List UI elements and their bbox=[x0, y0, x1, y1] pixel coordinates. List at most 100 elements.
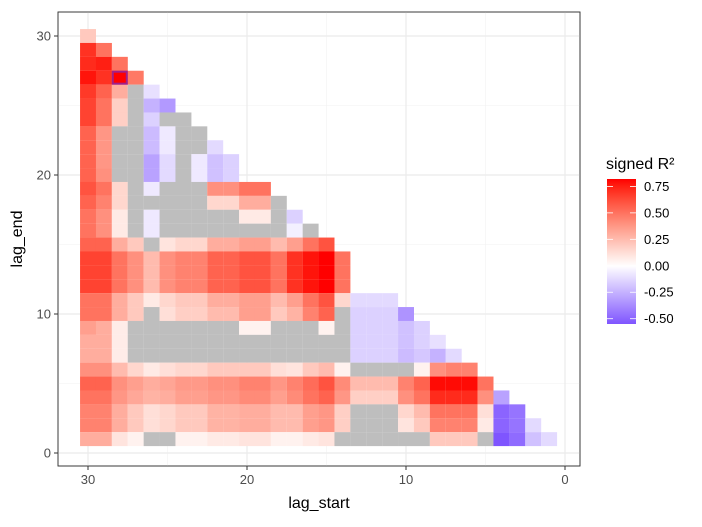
heatmap-tile bbox=[207, 223, 224, 238]
heatmap-tile bbox=[413, 362, 430, 377]
heatmap-tile bbox=[111, 140, 128, 155]
heatmap-tile bbox=[270, 251, 287, 266]
heatmap-tile bbox=[111, 432, 128, 447]
heatmap-tile bbox=[159, 168, 176, 182]
heatmap-tile bbox=[191, 432, 208, 447]
heatmap-tile bbox=[111, 112, 128, 127]
heatmap-tile bbox=[111, 168, 128, 182]
heatmap-tile bbox=[223, 390, 240, 405]
heatmap-tile bbox=[143, 126, 160, 141]
heatmap-tile bbox=[80, 140, 96, 155]
heatmap-tile bbox=[254, 181, 271, 196]
heatmap-tile bbox=[223, 307, 240, 321]
heatmap-tile bbox=[143, 307, 160, 321]
heatmap-tile bbox=[191, 348, 208, 363]
heatmap-tile bbox=[95, 140, 112, 155]
heatmap-tile bbox=[159, 376, 176, 391]
heatmap-tile bbox=[318, 376, 335, 391]
heatmap-tile bbox=[302, 376, 319, 391]
heatmap-tile bbox=[270, 279, 287, 294]
heatmap-tile bbox=[159, 265, 176, 280]
heatmap-tile bbox=[207, 390, 224, 405]
heatmap-tile bbox=[127, 140, 144, 155]
heatmap-tile bbox=[111, 279, 128, 294]
heatmap-tile bbox=[111, 98, 128, 113]
heatmap-tile bbox=[254, 195, 271, 210]
heatmap-tile bbox=[80, 98, 96, 113]
heatmap-tile bbox=[270, 237, 287, 252]
heatmap-tile bbox=[159, 348, 176, 363]
heatmap-tile bbox=[382, 293, 399, 308]
heatmap-tile bbox=[207, 362, 224, 377]
heatmap-tile bbox=[477, 418, 494, 433]
heatmap-tile bbox=[159, 390, 176, 405]
heatmap-tile bbox=[80, 29, 96, 43]
heatmap-tile bbox=[159, 293, 176, 308]
heatmap-tile bbox=[286, 265, 303, 280]
heatmap-tile bbox=[302, 348, 319, 363]
heatmap-tile bbox=[461, 376, 478, 391]
heatmap-tile bbox=[302, 251, 319, 266]
heatmap-tile bbox=[318, 432, 335, 447]
x-tick-label: 30 bbox=[81, 472, 95, 487]
heatmap-tile bbox=[143, 265, 160, 280]
heatmap-tile bbox=[95, 418, 112, 433]
heatmap-tile bbox=[111, 223, 128, 238]
heatmap-tile bbox=[111, 84, 128, 99]
heatmap-tile bbox=[80, 112, 96, 127]
legend-break-label: 0.50 bbox=[644, 205, 669, 220]
heatmap-tile bbox=[270, 390, 287, 405]
heatmap-tile bbox=[445, 404, 462, 419]
heatmap-tile bbox=[143, 154, 160, 169]
heatmap-tile bbox=[191, 293, 208, 308]
heatmap-tile bbox=[175, 265, 192, 280]
heatmap-tile bbox=[223, 237, 240, 252]
heatmap-tile bbox=[80, 70, 96, 85]
heatmap-tile bbox=[398, 307, 414, 321]
heatmap-tile bbox=[286, 293, 303, 308]
heatmap-tile bbox=[127, 223, 144, 238]
heatmap-tile bbox=[95, 404, 112, 419]
heatmap-tile bbox=[111, 334, 128, 349]
heatmap-tile bbox=[191, 168, 208, 182]
heatmap-tile bbox=[270, 195, 287, 210]
heatmap-tile bbox=[143, 223, 160, 238]
heatmap-tile bbox=[398, 362, 414, 377]
heatmap-tile bbox=[477, 390, 494, 405]
heatmap-tile bbox=[286, 223, 303, 238]
heatmap-tile bbox=[223, 251, 240, 266]
heatmap-tile bbox=[80, 293, 96, 308]
heatmap-tile bbox=[254, 390, 271, 405]
heatmap-tile bbox=[239, 320, 255, 335]
heatmap-tile bbox=[318, 237, 335, 252]
heatmap-tile bbox=[302, 265, 319, 280]
heatmap-tile bbox=[239, 293, 255, 308]
heatmap-tile bbox=[270, 320, 287, 335]
heatmap-tile bbox=[223, 362, 240, 377]
legend-break-label: 0.25 bbox=[644, 232, 669, 247]
heatmap-tile bbox=[207, 195, 224, 210]
heatmap-tile bbox=[286, 307, 303, 321]
heatmap-tile bbox=[95, 237, 112, 252]
heatmap-tile bbox=[159, 432, 176, 447]
heatmap-tile bbox=[175, 348, 192, 363]
heatmap-tile bbox=[175, 404, 192, 419]
heatmap-tile bbox=[159, 404, 176, 419]
heatmap-tile bbox=[127, 168, 144, 182]
heatmap-tile bbox=[95, 112, 112, 127]
heatmap-tile bbox=[223, 154, 240, 169]
heatmap-tile bbox=[127, 154, 144, 169]
heatmap-tile bbox=[429, 376, 446, 391]
heatmap-tile bbox=[254, 307, 271, 321]
heatmap-tile bbox=[239, 418, 255, 433]
heatmap-tile bbox=[191, 223, 208, 238]
heatmap-tile bbox=[143, 195, 160, 210]
heatmap-tile bbox=[111, 195, 128, 210]
heatmap-tile bbox=[461, 390, 478, 405]
heatmap-tile bbox=[111, 126, 128, 141]
heatmap-tile bbox=[366, 390, 383, 405]
heatmap-tile bbox=[191, 320, 208, 335]
heatmap-tile bbox=[80, 42, 96, 57]
heatmap-tile bbox=[223, 209, 240, 224]
